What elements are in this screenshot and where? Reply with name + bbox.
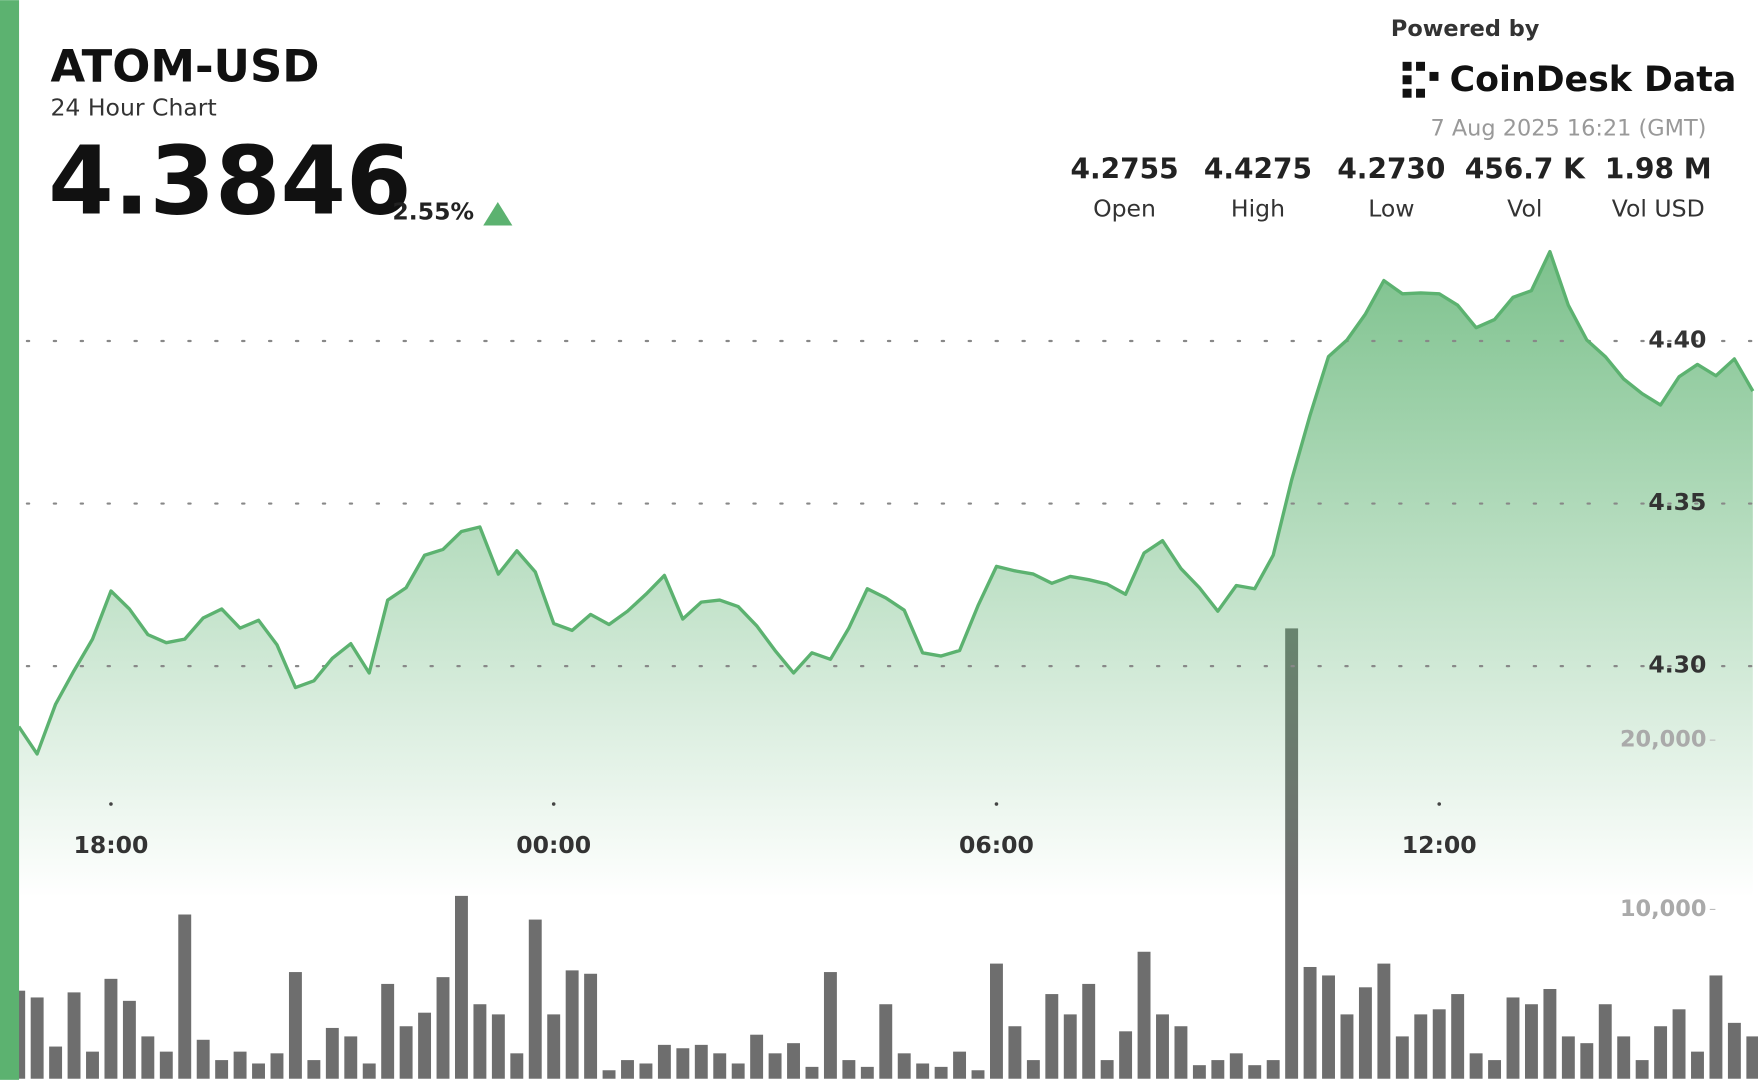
price-area <box>18 251 1753 1080</box>
stats: 4.2755 Open 4.4275 High 4.2730 Low 456.7 K Vol 1… <box>1070 153 1711 223</box>
x-tick-label: 06:00 <box>959 831 1034 859</box>
x-tick-label: 00:00 <box>516 831 591 859</box>
powered-by: Powered by <box>1391 16 1540 42</box>
y-tick-label: 4.30 <box>1648 651 1706 679</box>
stat-label: Vol USD <box>1612 194 1705 222</box>
price: 4.3846 <box>48 127 411 236</box>
stat-value: 4.2755 <box>1070 153 1178 186</box>
symbol: ATOM-USD <box>50 40 319 93</box>
y2-tick-label: 20,000 <box>1620 727 1706 753</box>
x-tick-mark <box>109 802 113 806</box>
axes: 4.30 4.35 4.40 10,000 20,000 18:00 00:00 06:00 1… <box>25 325 1758 922</box>
stat-value: 456.7 K <box>1465 153 1586 186</box>
x-tick-mark <box>551 802 556 806</box>
stat-label: Vol <box>1507 194 1542 222</box>
y-tick-label: 4.40 <box>1648 325 1706 353</box>
x-tick-label: 12:00 <box>1402 831 1477 859</box>
brand-logo <box>1402 61 1439 98</box>
accent-bar <box>0 0 20 1080</box>
y-tick-label: 4.35 <box>1648 488 1706 516</box>
price-line <box>17 249 1755 756</box>
up-arrow <box>483 201 513 226</box>
stat-label: Low <box>1368 194 1414 222</box>
stat-label: High <box>1231 194 1285 222</box>
brand: CoinDesk Data <box>1450 60 1737 100</box>
timestamp: 7 Aug 2025 16:21 (GMT) <box>1430 116 1706 142</box>
stat-value: 1.98 M <box>1605 153 1712 186</box>
plot: 4.30 4.35 4.40 10,000 20,000 18:00 00:00 06:00 1… <box>12 249 1758 1080</box>
price-area-fill <box>18 251 1753 1080</box>
subtitle: 24 Hour Chart <box>50 93 216 121</box>
x-tick-mark <box>994 802 999 806</box>
x-tick-label: 18:00 <box>73 831 148 859</box>
stat-label: Open <box>1093 194 1156 222</box>
stat-value: 4.4275 <box>1204 153 1312 186</box>
stat-value: 4.2730 <box>1337 153 1445 186</box>
y2-tick-label: 10,000 <box>1620 896 1706 922</box>
change: 2.55% <box>392 198 474 226</box>
header: ATOM-USD 24 Hour Chart 4.3846 2.55% Powe… <box>48 16 1736 236</box>
x-tick-mark <box>1437 802 1442 806</box>
